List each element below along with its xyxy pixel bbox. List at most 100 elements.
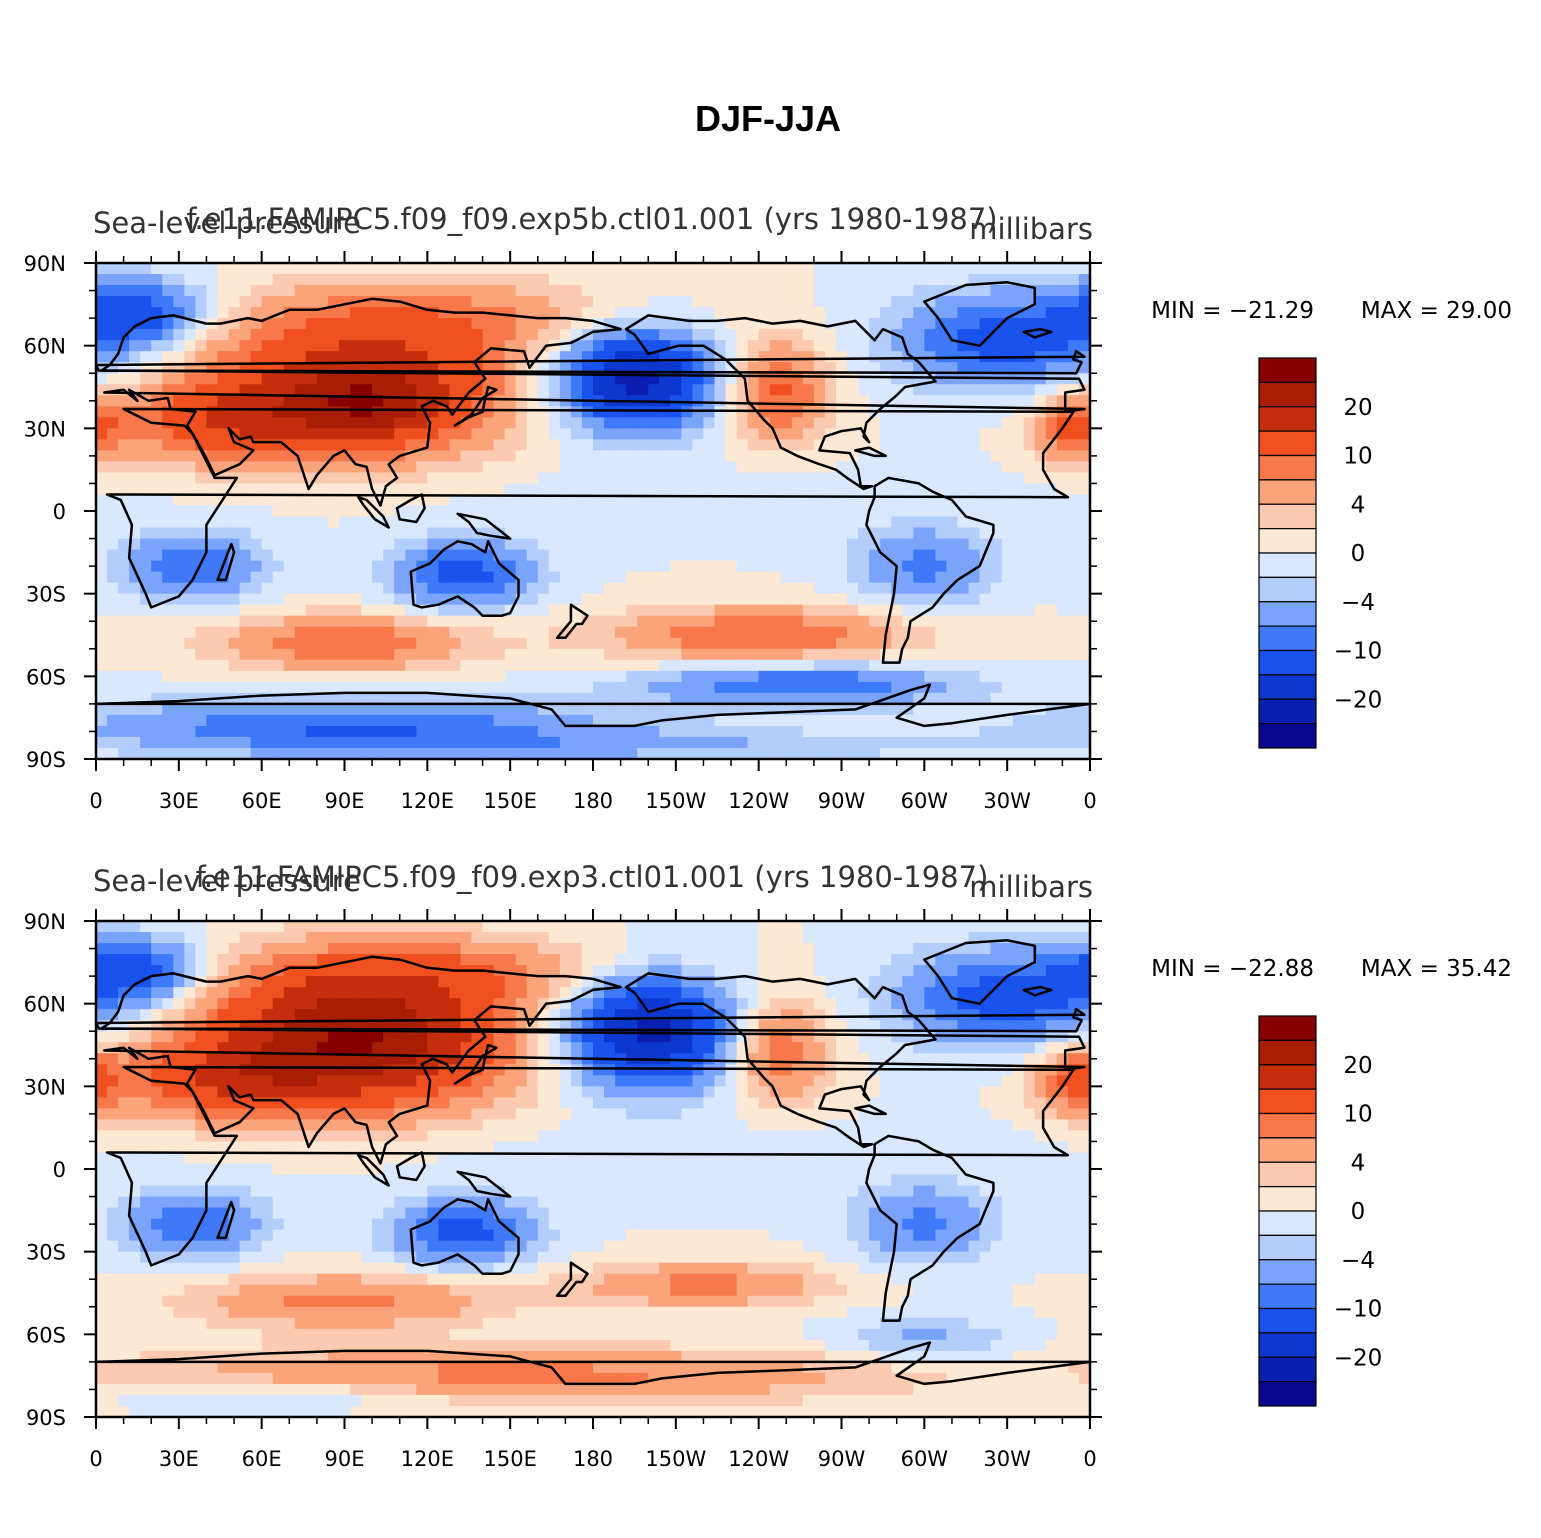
colorbar: 20 10 4 0 −4 −10 −20 [1258, 1015, 1383, 1407]
coastline-greenland [923, 939, 1037, 1005]
coastline-japan [453, 385, 498, 427]
coastline-iceland [1022, 327, 1053, 339]
coastline-northamerica [624, 972, 937, 1149]
lon-label: 60E [242, 789, 282, 813]
coastline-southamerica [865, 1134, 995, 1322]
colorbar-box [1258, 1283, 1317, 1310]
colorbar-box [1258, 357, 1317, 383]
lon-label: 120E [401, 789, 454, 813]
lat-label: 60S [26, 665, 66, 689]
panel-right-string: millibars [969, 870, 1093, 904]
coastlines [96, 281, 1090, 728]
coastline-iceland [1022, 985, 1053, 997]
coastline-eurasia [100, 955, 1086, 1165]
coastline-madagascar [216, 1200, 236, 1240]
coastline-newguinea [456, 1170, 512, 1198]
coastline-southamerica [865, 476, 995, 664]
lat-label: 30N [24, 1075, 66, 1099]
colorbar-box [1258, 576, 1317, 603]
coastline-sumatra [357, 1153, 390, 1187]
colorbar-label: −4 [1341, 1248, 1375, 1274]
contour-fill [96, 263, 1090, 759]
coastline-japan [453, 1043, 498, 1085]
colorbar-label: −20 [1334, 1345, 1383, 1371]
coastline-africa [105, 1065, 1075, 1267]
lon-label: 120E [401, 1447, 454, 1471]
max-value: MAX = 35.42 [1361, 956, 1512, 982]
colorbar-box [1258, 552, 1317, 578]
colorbar-box [1258, 1259, 1317, 1285]
panel-left-string: Sea-level pressure [93, 864, 361, 898]
lon-label: 90E [325, 1447, 365, 1471]
lat-label: 60S [26, 1323, 66, 1347]
min-value: MIN = −21.29 [1151, 298, 1314, 324]
lat-label: 60N [24, 993, 66, 1017]
colorbar-box [1258, 1161, 1317, 1188]
lon-label: 60E [242, 1447, 282, 1471]
coastline-borneo [395, 1151, 426, 1182]
colorbar-label: −10 [1334, 639, 1383, 665]
lon-label: 150W [645, 789, 706, 813]
colorbar-box [1258, 479, 1317, 505]
colorbar-label: 4 [1351, 1150, 1366, 1176]
colorbar-label: −10 [1334, 1297, 1383, 1323]
coastline-newzealand [555, 1261, 589, 1298]
lon-label: 120W [728, 789, 789, 813]
lat-label: 90S [26, 1406, 66, 1430]
coastline-madagascar [216, 542, 236, 582]
colorbar-label: 20 [1343, 1053, 1372, 1079]
colorbar-box [1258, 1112, 1317, 1139]
lon-label: 0 [1083, 789, 1096, 813]
lon-label: 30W [983, 1447, 1031, 1471]
lat-label: 30S [26, 1241, 66, 1265]
colorbar-label: 10 [1343, 1102, 1372, 1128]
lon-label: 180 [573, 789, 613, 813]
lon-label: 60W [901, 789, 949, 813]
colorbar-box [1258, 528, 1317, 554]
colorbar-label: 4 [1351, 492, 1366, 518]
colorbar-box [1258, 1332, 1317, 1358]
coastline-antarctica [96, 683, 1090, 728]
lon-label: 0 [1083, 1447, 1096, 1471]
lat-label: 60N [24, 335, 66, 359]
colorbar-label: −4 [1341, 590, 1375, 616]
coastline-cuba [854, 1104, 887, 1116]
coastline-eurasia [100, 297, 1086, 507]
colorbar-box [1258, 1137, 1317, 1163]
lon-label: 90W [818, 789, 866, 813]
colorbar-box [1258, 503, 1317, 530]
colorbar-box [1258, 406, 1317, 432]
colorbar-box [1258, 1064, 1317, 1090]
colorbar-box [1258, 649, 1317, 676]
colorbar-box [1258, 625, 1317, 652]
lon-label: 90W [818, 1447, 866, 1471]
colorbar-box [1258, 1015, 1317, 1041]
colorbar-box [1258, 381, 1317, 408]
colorbar: 20 10 4 0 −4 −10 −20 [1258, 357, 1383, 749]
colorbar-box [1258, 601, 1317, 627]
lon-label: 150W [645, 1447, 706, 1471]
coastline-borneo [395, 493, 426, 524]
colorbar-box [1258, 723, 1317, 749]
lon-label: 0 [89, 1447, 102, 1471]
colorbar-label: 0 [1351, 541, 1366, 567]
coastline-northamerica [624, 314, 937, 491]
map-panel-1: Sea-level pressuref.e11.FAMIPC5.f09_f09.… [24, 202, 1512, 813]
coastline-africa [105, 407, 1075, 609]
coastline-sumatra [357, 495, 390, 529]
lat-label: 90N [24, 910, 66, 934]
colorbar-box [1258, 698, 1317, 725]
coastline-australia [409, 1198, 520, 1275]
lon-label: 150E [483, 789, 536, 813]
panel-right-string: millibars [969, 212, 1093, 246]
coastlines [96, 939, 1090, 1386]
lon-label: 120W [728, 1447, 789, 1471]
colorbar-box [1258, 1307, 1317, 1334]
lon-label: 0 [89, 789, 102, 813]
coastline-newguinea [456, 512, 512, 540]
lon-label: 60W [901, 1447, 949, 1471]
lat-label: 90N [24, 252, 66, 276]
coastline-australia [409, 540, 520, 617]
panel-center-string: f.e11.FAMIPC5.f09_f09.exp3.ctl01.001 (yr… [196, 860, 989, 894]
lat-label: 0 [53, 1158, 66, 1182]
